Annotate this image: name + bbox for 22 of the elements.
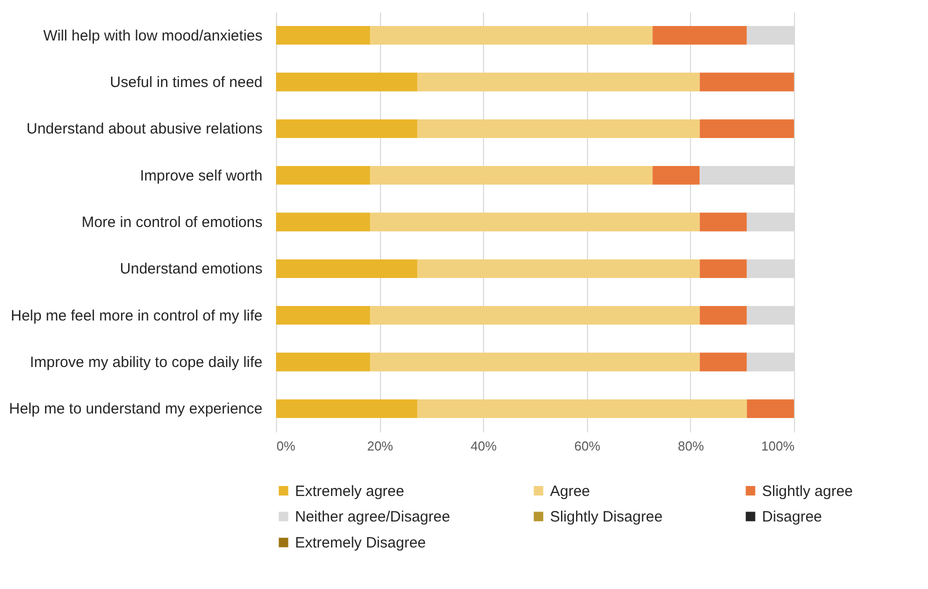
legend-label: Neither agree/Disagree — [295, 508, 450, 526]
x-tick-label: 100% — [761, 438, 795, 454]
y-tick-label: Improve self worth — [140, 167, 262, 184]
legend-label: Agree — [550, 482, 590, 500]
y-tick-label: Useful in times of need — [110, 74, 262, 91]
x-tick-label: 20% — [367, 438, 394, 454]
y-tick-label: Improve my ability to cope daily life — [30, 354, 262, 371]
legend-label: Extremely Disagree — [295, 534, 426, 552]
legend-label: Disagree — [762, 508, 822, 526]
x-tick-label: 0% — [276, 438, 296, 454]
y-tick-label: Will help with low mood/anxieties — [43, 27, 262, 44]
x-tick-label: 60% — [574, 438, 601, 454]
legend-label: Slightly Disagree — [550, 508, 663, 526]
y-tick-label: Understand emotions — [120, 260, 262, 278]
y-tick-label: Help me to understand my experience — [9, 400, 262, 418]
y-tick-label: Help me feel more in control of my life — [10, 307, 262, 324]
legend-label: Extremely agree — [295, 482, 404, 500]
x-tick-label: 40% — [470, 438, 498, 454]
y-tick-label: Understand about abusive relations — [26, 120, 262, 138]
legend-label: Slightly agree — [762, 482, 853, 500]
y-tick-label: More in control of emotions — [82, 214, 262, 231]
x-tick-label: 80% — [678, 438, 704, 454]
